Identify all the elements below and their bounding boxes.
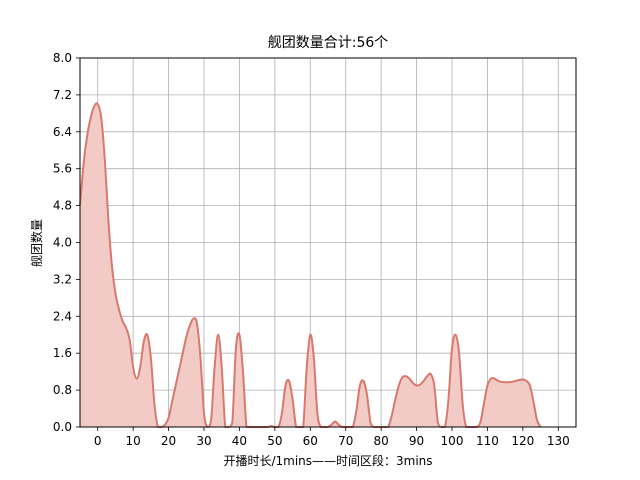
y-tick-label: 6.4 [53, 125, 72, 139]
chart-title: 舰团数量合计:56个 [268, 35, 389, 51]
x-tick-label: 20 [161, 434, 176, 448]
x-tick-label: 120 [511, 434, 534, 448]
y-tick-label: 5.6 [53, 162, 72, 176]
x-tick-label: 100 [441, 434, 464, 448]
y-axis-label: 舰团数量 [29, 219, 44, 267]
y-tick-label: 4.8 [53, 199, 72, 213]
y-axis: 0.0 0.8 1.6 2.4 3.2 4.0 4.8 5.6 6.4 7.2 8.0 [53, 51, 80, 434]
y-tick-label: 8.0 [53, 51, 72, 65]
x-axis-label: 开播时长/1mins——时间区段：3mins [223, 453, 432, 468]
x-tick-label: 10 [126, 434, 141, 448]
y-tick-label: 1.6 [53, 346, 72, 360]
x-tick-label: 130 [547, 434, 570, 448]
x-tick-label: 50 [267, 434, 282, 448]
x-tick-label: 90 [409, 434, 424, 448]
x-tick-label: 40 [232, 434, 247, 448]
y-tick-label: 0.0 [53, 420, 72, 434]
y-tick-label: 2.4 [53, 309, 72, 323]
x-tick-label: 80 [374, 434, 389, 448]
x-axis: 0 10 20 30 40 50 60 70 80 90 100 110 120 130 [94, 427, 570, 448]
y-tick-label: 3.2 [53, 272, 72, 286]
x-tick-label: 30 [196, 434, 211, 448]
x-tick-label: 60 [303, 434, 318, 448]
series-line [79, 102, 542, 428]
series-area-fill [80, 103, 541, 427]
y-tick-label: 0.8 [53, 383, 72, 397]
y-tick-label: 7.2 [53, 88, 72, 102]
x-tick-label: 110 [476, 434, 499, 448]
x-tick-label: 0 [94, 434, 102, 448]
x-tick-label: 70 [338, 434, 353, 448]
y-tick-label: 4.0 [53, 236, 72, 250]
